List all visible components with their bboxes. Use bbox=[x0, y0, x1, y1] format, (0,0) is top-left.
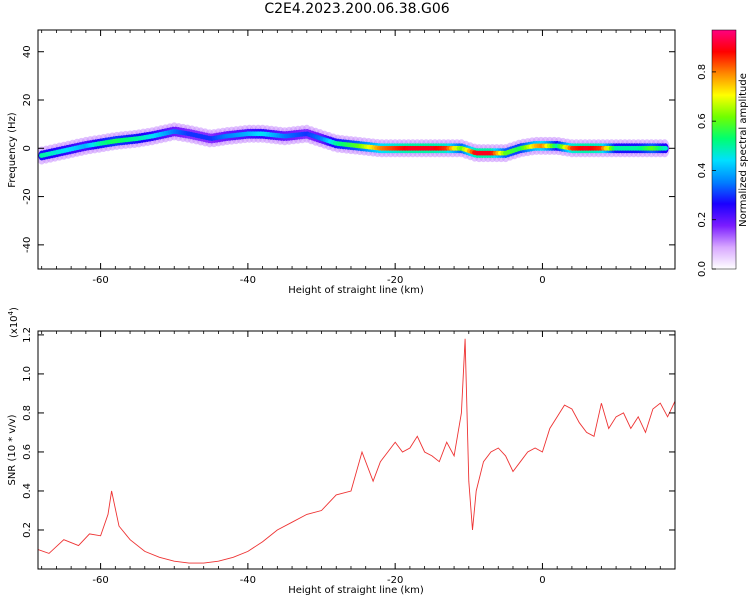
snr-y-multiplier-base: (x10 bbox=[9, 315, 20, 338]
snr-axes: -60 -40 -20 0 0.2 0.4 0.6 0.8 1.0 1.2 bbox=[22, 327, 676, 586]
snr-x-axis-label: Height of straight line (km) bbox=[288, 585, 424, 596]
colorbar-tick-label: 0.4 bbox=[697, 162, 708, 178]
spectrogram-panel: -60 -40 -20 0 40 20 0 -20 -40 Height of straight… bbox=[7, 29, 676, 296]
spectrogram-marks bbox=[38, 122, 670, 165]
y-tick-label: 0.4 bbox=[22, 483, 33, 499]
y-tick-label: 1.0 bbox=[22, 366, 33, 382]
y-tick-label: -40 bbox=[22, 237, 33, 253]
colorbar-tick-label: 0.2 bbox=[697, 212, 708, 228]
y-tick-label: 40 bbox=[22, 45, 33, 58]
y-tick-label: 1.2 bbox=[22, 327, 33, 343]
colorbar-tick-label: 0.8 bbox=[697, 64, 708, 80]
colorbar: 0.0 0.2 0.4 0.6 0.8 Normalized spectral ampl… bbox=[697, 29, 749, 277]
page-title: C2E4.2023.200.06.38.G06 bbox=[264, 1, 450, 17]
x-tick-label: -60 bbox=[92, 575, 108, 586]
snr-panel: -60 -40 -20 0 0.2 0.4 0.6 0.8 1.0 1.2 Height of s… bbox=[7, 307, 676, 596]
spectrogram-frame bbox=[37, 29, 676, 270]
x-tick-label: 0 bbox=[539, 575, 545, 586]
colorbar-tick-label: 0.0 bbox=[697, 261, 708, 277]
snr-marks bbox=[38, 338, 675, 564]
snr-y-multiplier-exp: 4 bbox=[7, 310, 15, 315]
snr-frame bbox=[37, 330, 676, 570]
x-tick-label: -20 bbox=[387, 275, 403, 286]
x-tick-label: -40 bbox=[240, 275, 256, 286]
snr-y-axis-label: SNR (10 * v/v) bbox=[7, 414, 18, 485]
x-tick-label: -60 bbox=[92, 275, 108, 286]
spectrogram-peak-cell bbox=[662, 145, 669, 151]
snr-y-multiplier: (x104) bbox=[7, 307, 20, 338]
colorbar-strip bbox=[711, 29, 737, 270]
colorbar-label: Normalized spectral amplitude bbox=[738, 73, 749, 227]
snr-series-line bbox=[38, 338, 675, 564]
y-tick-label: 0.8 bbox=[22, 405, 33, 421]
y-tick-label: 20 bbox=[22, 94, 33, 107]
x-tick-label: 0 bbox=[539, 275, 545, 286]
spectrogram-y-axis-label: Frequency (Hz) bbox=[7, 112, 18, 188]
snr-y-multiplier-close: ) bbox=[9, 307, 20, 311]
y-tick-label: -20 bbox=[22, 188, 33, 204]
y-tick-label: 0.2 bbox=[22, 522, 33, 538]
spectrogram-axes: -60 -40 -20 0 40 20 0 -20 -40 bbox=[22, 30, 676, 286]
x-tick-label: -20 bbox=[387, 575, 403, 586]
x-tick-label: -40 bbox=[240, 575, 256, 586]
y-tick-label: 0.6 bbox=[22, 444, 33, 460]
y-tick-label: 0 bbox=[22, 145, 33, 151]
colorbar-tick-label: 0.6 bbox=[697, 113, 708, 129]
colorbar-axes: 0.0 0.2 0.4 0.6 0.8 bbox=[697, 64, 716, 277]
spectrogram-x-axis-label: Height of straight line (km) bbox=[288, 285, 424, 296]
